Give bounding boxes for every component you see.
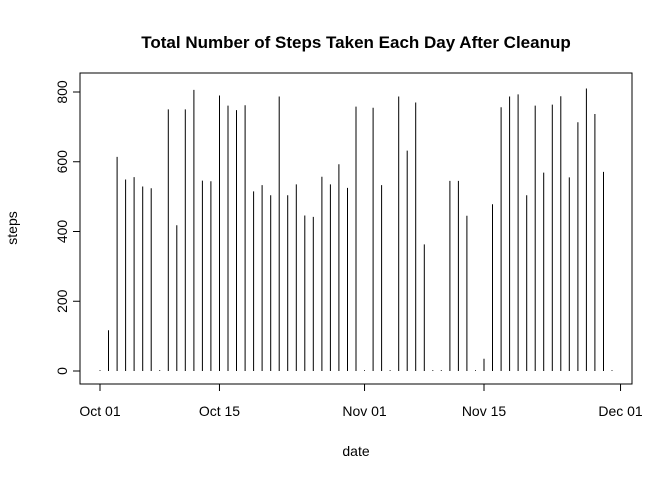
x-tick-label: Oct 01	[79, 403, 120, 419]
x-axis-label: date	[342, 443, 369, 459]
x-axis: Oct 01 Oct 15 Nov 01 Nov 15 Dec 01	[79, 383, 643, 419]
x-tick-label: Dec 01	[598, 403, 643, 419]
chart-title: Total Number of Steps Taken Each Day Aft…	[141, 33, 571, 52]
bars-group	[99, 88, 613, 371]
x-tick-label: Nov 01	[342, 403, 387, 419]
y-tick-label: 800	[54, 80, 70, 104]
y-axis: 0 200 400 600 800	[54, 80, 81, 375]
y-tick-label: 400	[54, 220, 70, 244]
y-tick-label: 0	[54, 367, 70, 375]
y-tick-label: 200	[54, 289, 70, 313]
x-tick-label: Nov 15	[462, 403, 507, 419]
x-tick-label: Oct 15	[199, 403, 240, 419]
y-tick-label: 600	[54, 150, 70, 174]
y-axis-label: steps	[4, 211, 20, 244]
